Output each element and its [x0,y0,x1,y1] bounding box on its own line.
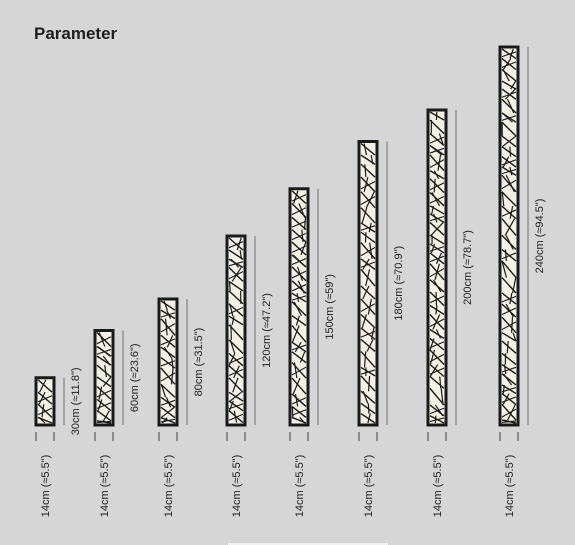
width-label: 14cm (≈5.5") [363,455,375,518]
lamp-7: 200cm (≈78.7") 14cm (≈5.5") [426,108,474,518]
width-label: 14cm (≈5.5") [99,455,111,518]
height-label: 60cm (≈23.6") [129,343,141,412]
lamp-pattern [360,142,376,424]
width-label: 14cm (≈5.5") [294,455,306,518]
width-label: 14cm (≈5.5") [504,455,516,518]
lamp-pattern [96,332,112,424]
height-label: 180cm (≈70.9") [393,246,405,321]
lamp-pattern [37,379,53,424]
height-label: 240cm (≈94.5") [534,199,546,274]
height-label: 80cm (≈31.5") [193,328,205,397]
lamp-6: 180cm (≈70.9") 14cm (≈5.5") [357,140,405,518]
height-label: 120cm (≈47.2") [261,293,273,368]
lamp-3: 80cm (≈31.5") 14cm (≈5.5") [157,297,205,518]
lamp-pattern [228,237,244,424]
height-label: 150cm (≈59") [324,274,336,340]
width-label: 14cm (≈5.5") [163,455,175,518]
height-label: 200cm (≈78.7") [462,230,474,305]
lamp-pattern [291,190,307,424]
width-label: 14cm (≈5.5") [231,455,243,518]
width-label: 14cm (≈5.5") [40,455,52,518]
lamp-2: 60cm (≈23.6") 14cm (≈5.5") [93,329,141,518]
scroll-indicator [228,543,388,545]
width-label: 14cm (≈5.5") [432,455,444,518]
lamp-pattern [501,48,517,424]
height-label: 30cm (≈11.8") [70,367,82,435]
lamp-4: 120cm (≈47.2") 14cm (≈5.5") [225,234,273,518]
page-title: Parameter [34,24,118,43]
lamp-8: 240cm (≈94.5") 14cm (≈5.5") [498,45,546,518]
lamp-5: 150cm (≈59") 14cm (≈5.5") [288,187,336,518]
lamp-1: 30cm (≈11.8") 14cm (≈5.5") [34,367,82,518]
lamp-pattern [160,300,176,424]
lamp-pattern [429,111,445,424]
